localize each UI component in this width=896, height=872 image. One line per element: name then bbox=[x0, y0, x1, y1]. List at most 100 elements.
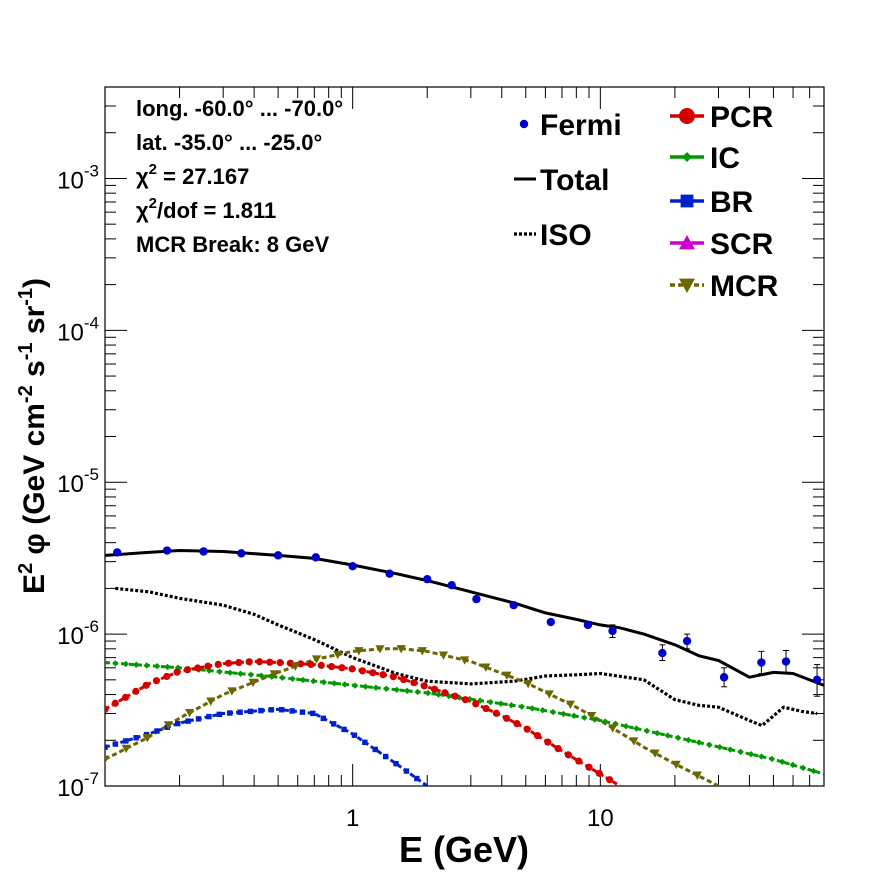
br-marker bbox=[414, 775, 420, 782]
ic-marker bbox=[164, 663, 171, 671]
pcr-marker bbox=[255, 658, 264, 666]
ic-marker bbox=[539, 707, 546, 714]
ic-marker bbox=[779, 758, 786, 766]
pcr-marker bbox=[451, 692, 459, 700]
ic-marker bbox=[581, 714, 588, 721]
br-marker bbox=[237, 709, 243, 715]
pcr-marker bbox=[297, 660, 305, 668]
ic-marker bbox=[258, 672, 265, 679]
ic-marker bbox=[497, 700, 505, 707]
br-marker bbox=[247, 708, 254, 715]
info-line: χ2/dof = 1.811 bbox=[136, 195, 276, 223]
ic-marker bbox=[518, 703, 526, 710]
pcr-marker bbox=[585, 763, 593, 771]
pcr-marker bbox=[348, 665, 356, 673]
mcr-marker bbox=[438, 651, 449, 660]
legend-mcr-label: MCR bbox=[710, 270, 779, 303]
ic-marker bbox=[289, 675, 296, 683]
ic-marker bbox=[633, 725, 640, 732]
br-marker bbox=[362, 739, 368, 746]
pcr-marker bbox=[410, 679, 418, 687]
pcr-marker bbox=[523, 725, 531, 733]
fermi-point bbox=[658, 648, 667, 658]
br-marker bbox=[330, 721, 337, 727]
pcr-marker bbox=[235, 658, 243, 667]
fermi-point bbox=[682, 636, 692, 646]
pcr-marker bbox=[420, 682, 428, 690]
br-marker bbox=[216, 711, 223, 718]
mcr-marker bbox=[354, 647, 364, 656]
br-marker bbox=[403, 768, 410, 774]
ic-marker bbox=[768, 755, 776, 763]
ic-marker bbox=[654, 729, 661, 737]
fermi-point bbox=[237, 549, 246, 558]
info-box: long. -60.0° ... -70.0° lat. -35.0° ... -… bbox=[136, 96, 343, 257]
mcr-marker bbox=[692, 771, 702, 780]
br-marker bbox=[382, 753, 389, 760]
fermi-point bbox=[546, 617, 556, 627]
mcr-marker bbox=[460, 656, 470, 665]
pcr-marker bbox=[194, 664, 202, 672]
x-tick-label: 1 bbox=[346, 805, 359, 832]
y-tick-label: 10-3 bbox=[57, 161, 99, 194]
pcr-marker bbox=[173, 668, 181, 676]
ic-marker bbox=[685, 736, 692, 744]
legend-pcr-marker bbox=[679, 108, 695, 124]
ic-marker bbox=[226, 669, 234, 676]
ic-marker bbox=[393, 686, 400, 694]
mcr-marker bbox=[544, 690, 554, 699]
ic-marker bbox=[112, 660, 119, 667]
legend-fermi-label: Fermi bbox=[540, 109, 622, 142]
ic-marker bbox=[695, 739, 703, 746]
fermi-point bbox=[472, 594, 481, 604]
fermi-point bbox=[199, 547, 208, 556]
br-marker bbox=[320, 715, 326, 722]
info-line: MCR Break: 8 GeV bbox=[136, 232, 330, 257]
pcr-marker bbox=[441, 689, 449, 697]
series-markers bbox=[105, 546, 822, 784]
br-marker bbox=[206, 713, 212, 720]
ic-marker bbox=[299, 676, 307, 684]
pcr-marker bbox=[461, 696, 470, 704]
br-marker bbox=[227, 710, 233, 716]
pcr-marker bbox=[105, 705, 109, 713]
ic-marker bbox=[414, 688, 421, 696]
pcr-marker bbox=[245, 658, 253, 666]
br-marker bbox=[351, 732, 358, 738]
info-line: χ2 = 27.167 bbox=[136, 161, 249, 189]
mcr-marker bbox=[269, 670, 279, 679]
pcr-marker bbox=[338, 664, 346, 672]
pcr-marker bbox=[317, 661, 325, 669]
pcr-marker bbox=[132, 687, 140, 695]
ic-marker bbox=[706, 741, 713, 749]
legend-ic-marker bbox=[682, 152, 692, 162]
y-tick-label: 10-5 bbox=[57, 465, 99, 498]
br-marker bbox=[372, 746, 378, 753]
pcr-marker bbox=[503, 714, 511, 722]
fermi-point bbox=[273, 551, 283, 560]
fermi-point bbox=[112, 548, 122, 557]
fermi-point bbox=[423, 574, 432, 584]
mcr-marker bbox=[671, 760, 681, 770]
mcr-marker bbox=[502, 671, 512, 680]
ic-marker bbox=[174, 664, 182, 671]
total-line bbox=[105, 549, 824, 687]
pcr-marker bbox=[111, 699, 119, 707]
pcr-marker bbox=[183, 666, 191, 674]
ic-marker bbox=[476, 697, 484, 704]
ic-marker bbox=[622, 722, 630, 730]
ic-marker bbox=[529, 705, 536, 712]
y-tick-label: 10-7 bbox=[57, 769, 99, 802]
pcr-marker bbox=[163, 672, 171, 681]
info-line: lat. -35.0° ... -25.0° bbox=[136, 130, 322, 155]
fermi-point bbox=[447, 580, 456, 590]
y-axis-label: E2 φ (GeV cm-2 s-1 sr-1) bbox=[15, 278, 51, 594]
br-line bbox=[105, 707, 429, 786]
pcr-marker bbox=[513, 720, 521, 728]
ic-marker bbox=[591, 716, 598, 723]
fermi-point bbox=[385, 569, 394, 578]
mcr-marker bbox=[185, 708, 195, 718]
br-marker bbox=[154, 728, 160, 734]
ic-marker bbox=[799, 764, 807, 772]
ic-marker bbox=[737, 748, 744, 756]
